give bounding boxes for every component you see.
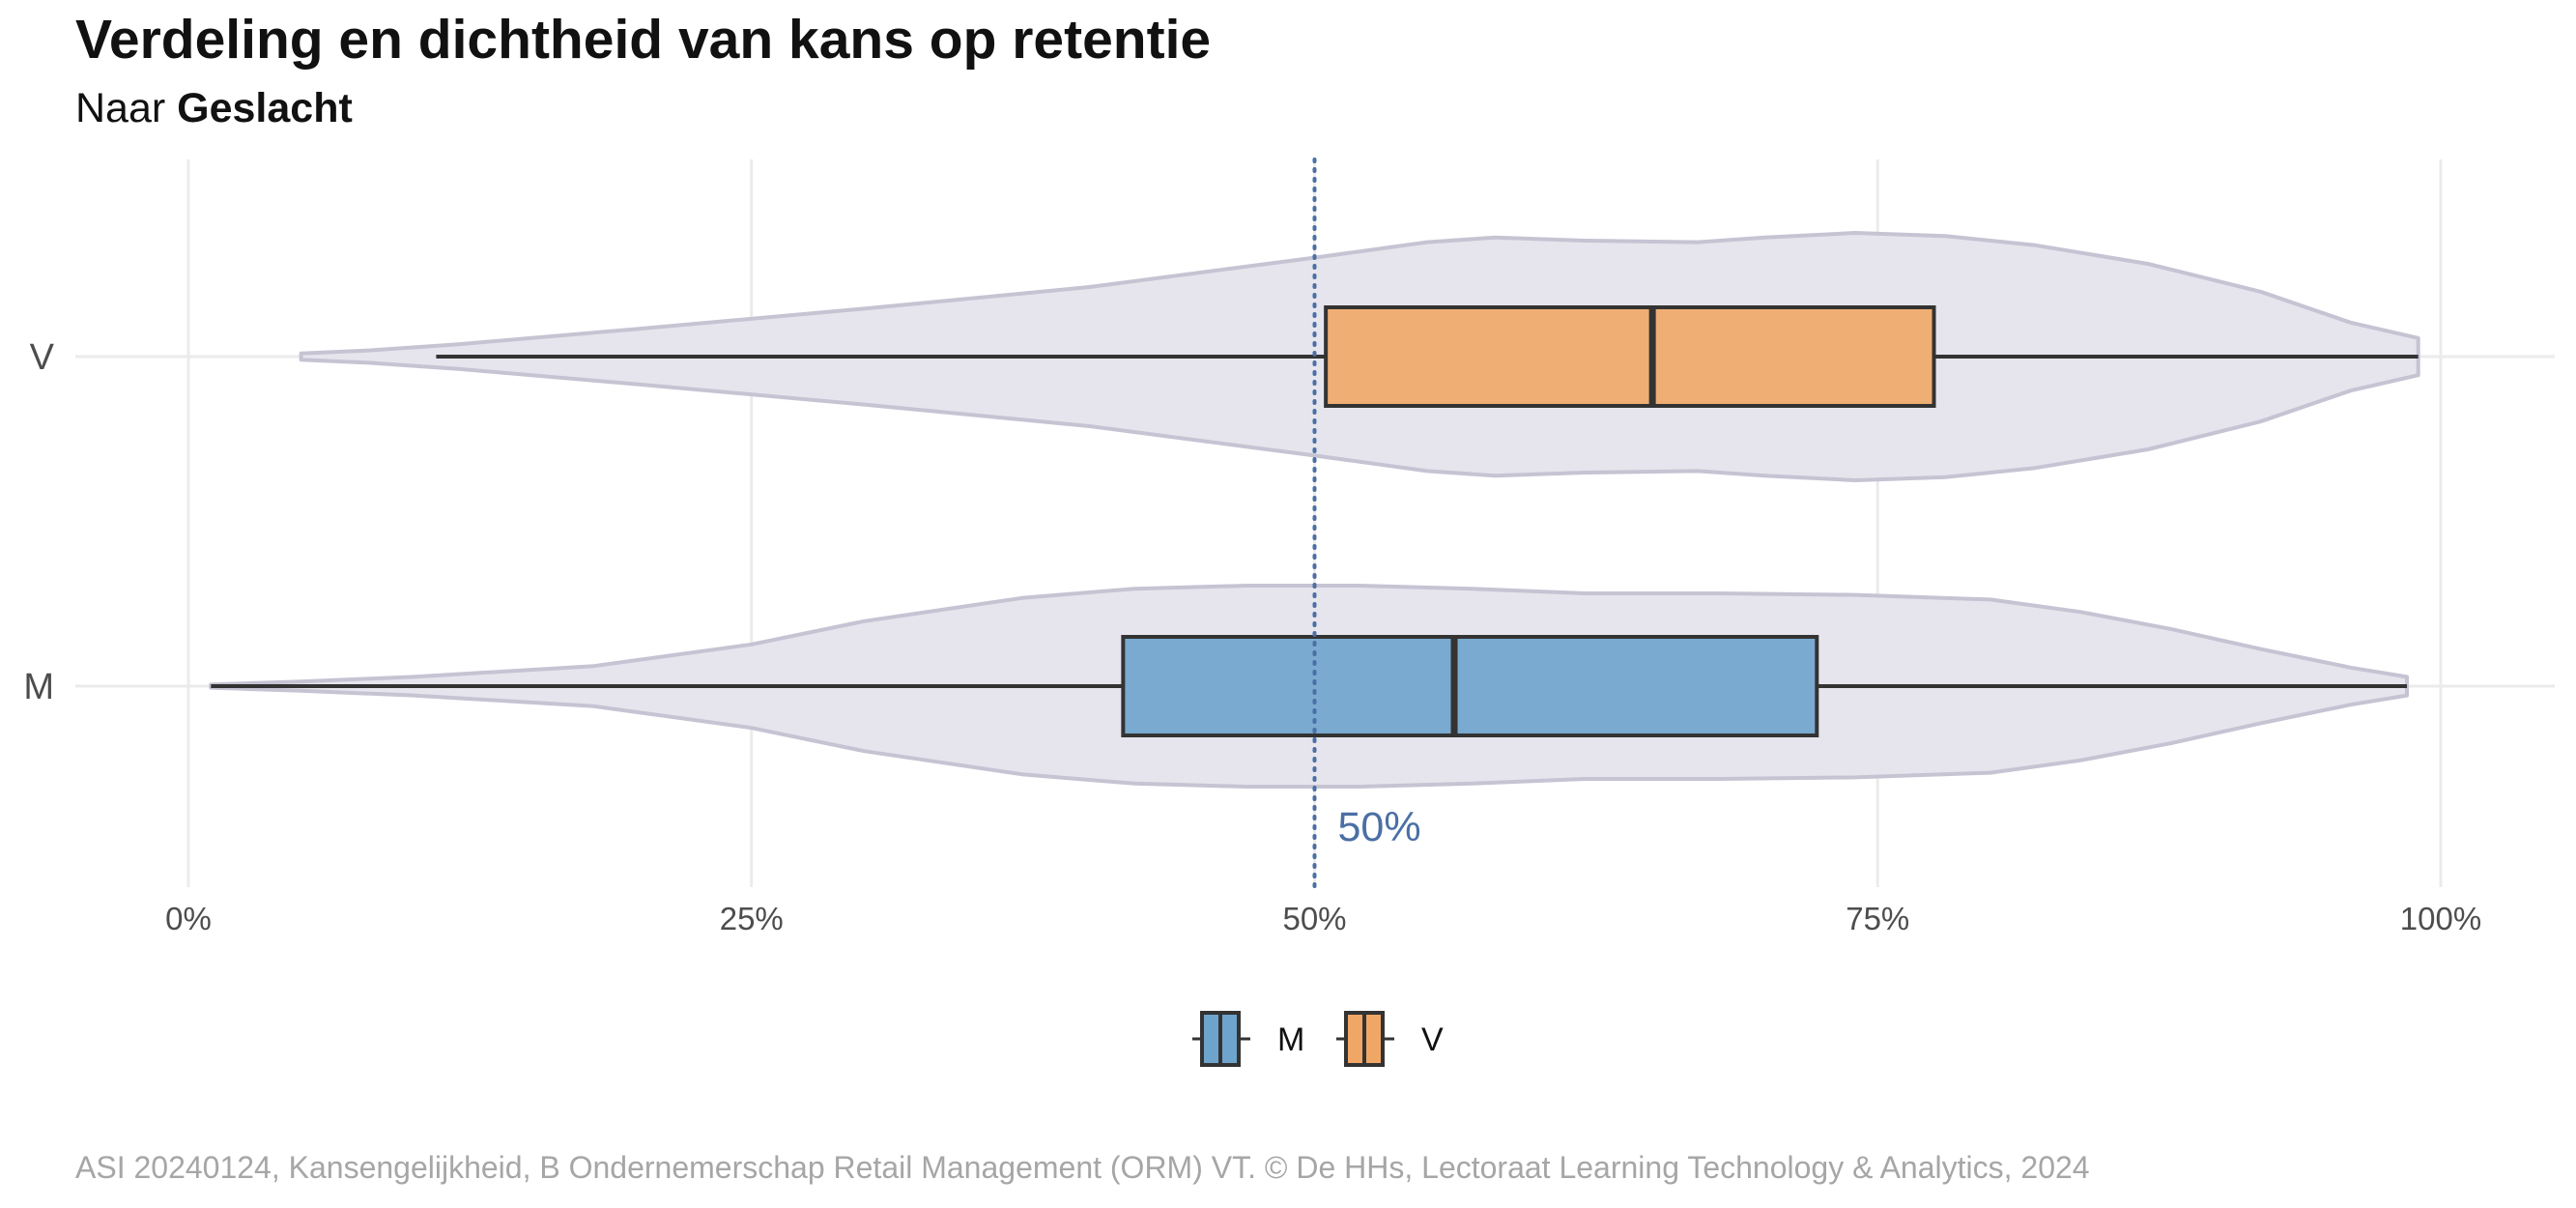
reference-line-label: 50% xyxy=(1338,804,1421,850)
chart-title: Verdeling en dichtheid van kans op reten… xyxy=(75,9,1212,71)
x-tick-label: 50% xyxy=(1282,901,1346,936)
x-tick-label: 100% xyxy=(2400,901,2481,936)
y-tick-label: V xyxy=(30,337,55,378)
legend-key-v xyxy=(1336,1011,1394,1067)
y-tick-label: M xyxy=(23,667,54,707)
x-tick-label: 0% xyxy=(165,901,212,936)
box xyxy=(1121,635,1819,737)
legend-label: M xyxy=(1277,1021,1304,1058)
x-tick-label: 25% xyxy=(720,901,784,936)
boxplot-m xyxy=(211,635,2408,737)
subtitle-prefix: Naar xyxy=(75,85,166,131)
chart-caption: ASI 20240124, Kansengelijkheid, B Ondern… xyxy=(75,1150,2090,1185)
legend-key-m xyxy=(1192,1011,1250,1067)
box xyxy=(1324,305,1936,408)
legend-label: V xyxy=(1421,1021,1444,1058)
x-tick-label: 75% xyxy=(1846,901,1909,936)
subtitle-group: Geslacht xyxy=(177,85,353,131)
boxplot-v xyxy=(436,305,2419,408)
chart-subtitle: Naar Geslacht xyxy=(75,85,353,132)
